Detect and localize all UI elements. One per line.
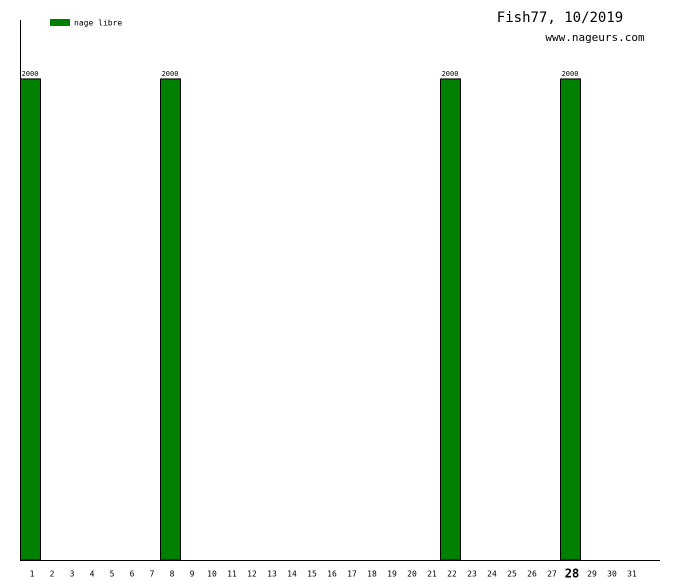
x-tick-label: 29 <box>587 570 597 579</box>
chart-title: Fish77, 10/2019 <box>497 10 623 26</box>
value-label: 2000 <box>162 70 179 78</box>
bar <box>160 78 181 561</box>
x-tick-label: 22 <box>447 570 457 579</box>
x-tick-label: 5 <box>110 570 115 579</box>
x-tick-label: 1 <box>30 570 35 579</box>
x-tick-label: 9 <box>190 570 195 579</box>
x-tick-label: 17 <box>347 570 357 579</box>
x-tick-label: 15 <box>307 570 317 579</box>
x-tick-label: 4 <box>90 570 95 579</box>
x-tick-label: 20 <box>407 570 417 579</box>
x-tick-label: 28 <box>565 567 579 580</box>
x-tick-label: 8 <box>170 570 175 579</box>
x-tick-label: 18 <box>367 570 377 579</box>
bar <box>20 78 41 561</box>
x-tick-label: 19 <box>387 570 397 579</box>
x-tick-label: 26 <box>527 570 537 579</box>
x-tick-label: 31 <box>627 570 637 579</box>
chart-subtitle: www.nageurs.com <box>545 31 645 44</box>
value-label: 2000 <box>442 70 459 78</box>
x-tick-label: 12 <box>247 570 257 579</box>
legend-swatch <box>50 19 70 26</box>
legend-label: nage libre <box>74 19 122 28</box>
x-tick-label: 27 <box>547 570 557 579</box>
x-tick-label: 30 <box>607 570 617 579</box>
x-tick-label: 7 <box>150 570 155 579</box>
x-tick-label: 3 <box>70 570 75 579</box>
x-tick-label: 11 <box>227 570 237 579</box>
x-tick-label: 16 <box>327 570 337 579</box>
x-tick-label: 13 <box>267 570 277 579</box>
x-tick-label: 25 <box>507 570 517 579</box>
x-tick-label: 6 <box>130 570 135 579</box>
x-tick-label: 14 <box>287 570 297 579</box>
x-tick-label: 21 <box>427 570 437 579</box>
x-tick-label: 10 <box>207 570 217 579</box>
value-label: 2000 <box>22 70 39 78</box>
value-label: 2000 <box>562 70 579 78</box>
x-tick-label: 23 <box>467 570 477 579</box>
bar <box>560 78 581 561</box>
x-tick-label: 24 <box>487 570 497 579</box>
x-tick-label: 2 <box>50 570 55 579</box>
bar <box>440 78 461 561</box>
